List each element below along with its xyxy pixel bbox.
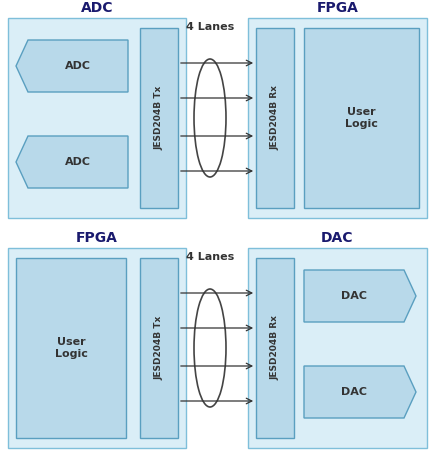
Text: User
Logic: User Logic (344, 107, 377, 129)
Text: FPGA: FPGA (316, 1, 358, 15)
Text: 4 Lanes: 4 Lanes (185, 22, 233, 32)
Text: JESD204B Tx: JESD204B Tx (154, 86, 163, 150)
Bar (8, 18, 186, 218)
Text: ADC: ADC (81, 1, 113, 15)
Ellipse shape (194, 59, 226, 177)
Bar (256, 258, 293, 438)
Text: DAC: DAC (321, 231, 353, 245)
Text: ADC: ADC (65, 157, 91, 167)
Text: FPGA: FPGA (76, 231, 118, 245)
Text: JESD204B Rx: JESD204B Rx (270, 316, 279, 381)
Bar (8, 248, 186, 448)
Polygon shape (16, 40, 128, 92)
Bar (16, 258, 126, 438)
Text: JESD204B Tx: JESD204B Tx (154, 316, 163, 380)
Ellipse shape (194, 289, 226, 407)
Bar (303, 28, 418, 208)
Bar (256, 28, 293, 208)
Polygon shape (16, 136, 128, 188)
Text: User
Logic: User Logic (54, 337, 87, 359)
Text: 4 Lanes: 4 Lanes (185, 252, 233, 262)
Text: JESD204B Rx: JESD204B Rx (270, 85, 279, 151)
Text: DAC: DAC (340, 291, 366, 301)
Bar (247, 18, 426, 218)
Text: ADC: ADC (65, 61, 91, 71)
Bar (140, 28, 178, 208)
Polygon shape (303, 270, 415, 322)
Text: DAC: DAC (340, 387, 366, 397)
Polygon shape (303, 366, 415, 418)
Bar (247, 248, 426, 448)
Bar (140, 258, 178, 438)
